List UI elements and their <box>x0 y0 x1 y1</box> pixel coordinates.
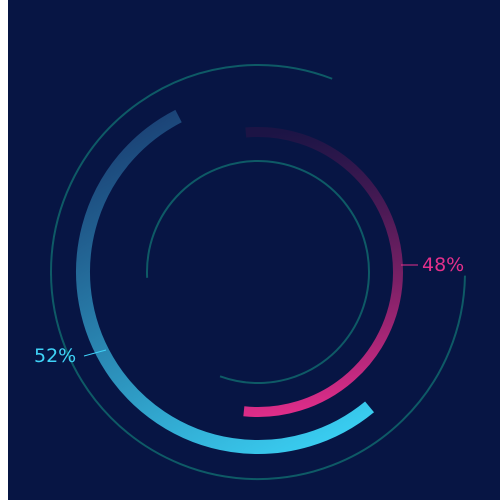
data-label-52: 52% <box>34 345 76 367</box>
data-label-48: 48% <box>422 254 464 276</box>
inner-decor-ring <box>146 160 370 384</box>
series-arc-52 <box>76 109 375 454</box>
leader-line-52 <box>83 349 107 357</box>
outer-decor-ring-bottom <box>50 271 466 481</box>
series-arc-48 <box>243 127 403 417</box>
outer-decor-ring-top <box>50 64 333 276</box>
